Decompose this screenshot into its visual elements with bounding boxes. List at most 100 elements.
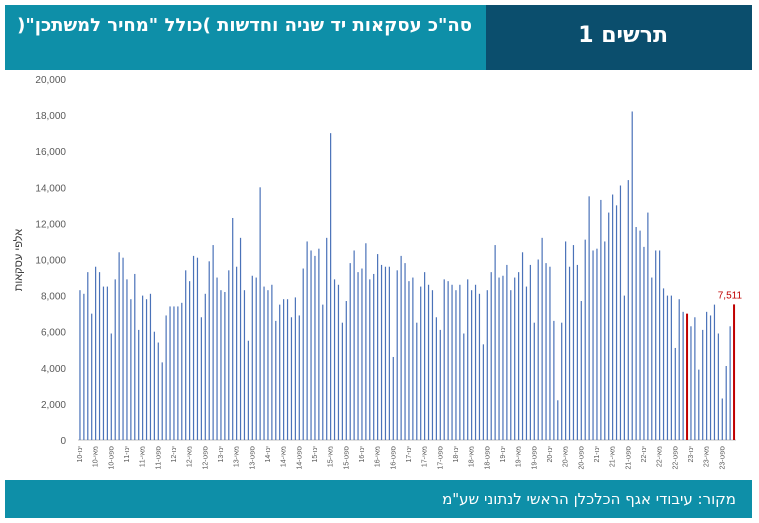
bar	[341, 322, 343, 440]
x-tick-label: 15-ינו	[312, 446, 319, 463]
bar	[568, 266, 571, 440]
bar	[369, 279, 371, 440]
bar	[185, 270, 187, 440]
bar	[541, 237, 543, 440]
bar	[392, 356, 394, 440]
x-tick-label: 18-ספט	[484, 446, 491, 470]
bar	[525, 286, 528, 440]
x-tick-label: 17-ינו	[406, 446, 413, 463]
x-tick-label: 23-ספט	[719, 446, 726, 470]
y-tick-label: 10,000	[35, 256, 66, 267]
x-tick-label: 12-מאי	[187, 446, 194, 467]
x-tick-label: 13-מאי	[234, 446, 241, 467]
bar	[236, 266, 238, 440]
bar	[709, 315, 712, 440]
y-tick-label: 20,000	[35, 75, 66, 86]
bar	[659, 250, 661, 440]
bar	[130, 299, 132, 440]
bar	[580, 301, 582, 440]
x-tick-label: 21-ינו	[594, 446, 601, 463]
bar	[79, 290, 81, 440]
bar	[330, 133, 332, 440]
bar	[224, 291, 226, 440]
figure-label-text: תרשים 1	[578, 23, 668, 48]
bar	[263, 286, 265, 440]
bar	[110, 333, 112, 440]
x-tick-label: 11-ספט	[155, 446, 162, 470]
x-tick-label: 22-ינו	[641, 446, 648, 463]
bar	[314, 255, 316, 440]
bar	[561, 322, 563, 440]
bar	[424, 272, 426, 440]
bar	[192, 255, 195, 440]
x-tick-label: 19-ינו	[500, 446, 507, 463]
y-tick-label: 18,000	[35, 111, 66, 122]
bar	[494, 245, 496, 440]
source-note-text: מקור: עיבודי אגף הכלכלן הראשי לנתוני שע"…	[442, 490, 736, 508]
bar	[400, 255, 402, 440]
x-tick-label: 22-ספט	[672, 446, 679, 470]
bar	[721, 398, 723, 440]
bar	[725, 365, 727, 440]
bar	[557, 400, 559, 440]
bar	[91, 313, 93, 440]
bar	[631, 111, 633, 441]
bar	[212, 245, 214, 440]
bar	[706, 311, 708, 440]
bar	[729, 326, 731, 440]
bar	[142, 295, 144, 440]
x-tick-label: 13-ספט	[249, 446, 256, 470]
bar	[373, 273, 375, 440]
bar	[377, 254, 379, 440]
bar	[216, 277, 218, 440]
bar	[670, 295, 672, 440]
x-tick-label: 14-ספט	[296, 446, 303, 470]
bar	[298, 315, 300, 440]
bar	[388, 266, 390, 440]
bar	[357, 272, 359, 440]
bar	[619, 185, 622, 440]
bar	[451, 284, 453, 440]
bar	[510, 290, 512, 440]
bar	[506, 264, 508, 440]
x-tick-label: 20-ספט	[578, 446, 585, 470]
bar	[447, 281, 449, 440]
bar	[459, 284, 461, 440]
bar	[474, 284, 477, 440]
bar	[318, 248, 320, 440]
bar	[463, 333, 465, 440]
bar	[173, 306, 175, 440]
x-tick-label: 23-מאי	[704, 446, 711, 467]
y-tick-label: 0	[60, 436, 66, 447]
bar	[576, 264, 578, 440]
bar	[114, 279, 116, 440]
bar	[310, 250, 312, 440]
bar	[674, 347, 676, 440]
source-note: מקור: עיבודי אגף הכלכלן הראשי לנתוני שע"…	[5, 480, 752, 518]
x-tick-label: 17-ספט	[437, 446, 444, 470]
bar	[204, 293, 206, 440]
x-tick-label: 11-ינו	[124, 446, 131, 463]
bar	[208, 261, 210, 440]
bar	[384, 266, 387, 440]
bar	[612, 194, 614, 440]
bar	[615, 205, 618, 440]
bar	[431, 290, 434, 440]
bar	[490, 272, 492, 440]
bar	[286, 299, 289, 440]
x-tick-label: 14-ינו	[265, 446, 272, 463]
y-axis-title: אלפי עסקאות	[12, 229, 25, 291]
bar	[408, 281, 410, 440]
x-tick-label: 21-מאי	[610, 446, 617, 467]
bar	[713, 304, 716, 440]
bar	[157, 342, 159, 440]
bar	[267, 290, 269, 440]
bar	[666, 295, 669, 440]
bar	[102, 286, 105, 440]
bar	[106, 286, 108, 440]
y-tick-label: 8,000	[41, 292, 66, 303]
x-tick-label: 19-מאי	[516, 446, 523, 467]
x-tick-label: 20-מאי	[563, 446, 570, 467]
bar	[294, 297, 296, 440]
